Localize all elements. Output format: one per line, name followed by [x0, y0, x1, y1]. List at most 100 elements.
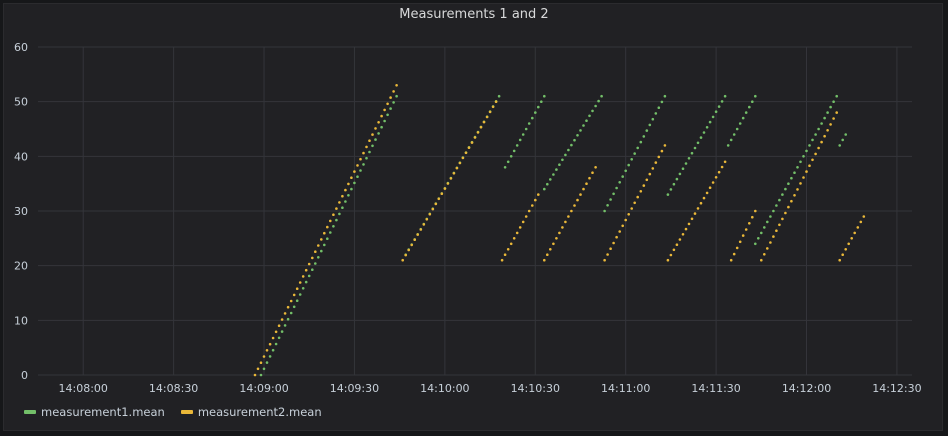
data-point: [431, 207, 435, 211]
data-point: [775, 229, 778, 232]
series-1: [259, 94, 847, 377]
data-point: [449, 177, 453, 180]
data-point: [380, 125, 383, 129]
data-point: [702, 131, 706, 134]
data-point: [268, 355, 272, 358]
data-point: [289, 299, 293, 303]
data-point: [419, 228, 423, 231]
data-point: [793, 171, 796, 174]
data-point: [503, 166, 507, 169]
data-point: [440, 192, 444, 195]
data-point: [386, 113, 389, 117]
legend-item-measurement1[interactable]: measurement1.mean: [24, 405, 165, 419]
data-point: [787, 182, 790, 185]
data-point: [817, 127, 820, 131]
data-point: [624, 218, 627, 222]
data-point: [847, 242, 850, 246]
data-point: [723, 160, 727, 164]
data-point: [362, 151, 365, 155]
data-point: [311, 268, 314, 272]
data-point: [467, 146, 471, 149]
data-point: [751, 100, 754, 103]
data-point: [389, 107, 392, 110]
x-tick-label: 14:09:00: [239, 382, 288, 395]
data-point: [726, 144, 730, 147]
data-point: [359, 157, 362, 161]
data-point: [799, 182, 802, 185]
data-point: [630, 207, 633, 210]
data-point: [344, 200, 347, 203]
data-point: [808, 144, 811, 147]
data-point: [814, 152, 817, 156]
data-point: [573, 138, 576, 142]
data-point: [365, 156, 368, 160]
data-point: [642, 184, 646, 187]
data-point: [521, 133, 525, 136]
data-point: [311, 256, 314, 260]
data-point: [603, 209, 606, 213]
data-point: [741, 116, 745, 120]
data-point: [660, 149, 664, 153]
data-point: [518, 138, 522, 142]
data-point: [521, 220, 525, 224]
legend-item-measurement2[interactable]: measurement2.mean: [180, 405, 322, 419]
data-point: [540, 100, 543, 103]
data-point: [428, 212, 432, 216]
data-point: [636, 195, 639, 199]
data-point: [796, 188, 799, 191]
data-point: [464, 151, 468, 155]
data-point: [482, 120, 486, 124]
data-point: [341, 194, 344, 198]
data-point: [754, 242, 757, 246]
data-point: [558, 163, 561, 166]
data-point: [359, 169, 362, 172]
data-point: [259, 373, 263, 377]
data-point: [524, 127, 528, 131]
data-point: [518, 226, 522, 229]
legend-swatch-measurement1: [24, 410, 36, 414]
data-point: [292, 293, 296, 297]
data-point: [527, 209, 531, 213]
data-point: [549, 178, 552, 181]
data-point: [262, 355, 266, 358]
data-point: [573, 204, 576, 207]
data-point: [377, 121, 380, 124]
data-point: [353, 181, 356, 185]
data-point: [527, 122, 531, 125]
data-point: [329, 219, 332, 223]
grid: [38, 46, 912, 376]
data-point: [437, 197, 441, 201]
data-point: [268, 342, 272, 346]
data-point: [265, 349, 269, 352]
data-point: [552, 173, 555, 176]
data-point: [280, 330, 284, 333]
data-point: [684, 227, 688, 231]
y-tick-label: 0: [21, 369, 28, 382]
data-point: [808, 164, 811, 167]
data-point: [416, 233, 420, 236]
data-point: [410, 243, 414, 247]
data-point: [341, 206, 344, 209]
data-point: [259, 361, 263, 365]
data-point: [820, 122, 823, 125]
data-point: [347, 182, 350, 186]
panel-title[interactable]: Measurements 1 and 2: [399, 7, 549, 22]
data-point: [543, 258, 546, 262]
data-point: [820, 140, 823, 144]
x-tick-label: 14:08:30: [149, 382, 198, 395]
data-point: [353, 170, 356, 173]
data-point: [377, 132, 380, 135]
data-point: [320, 249, 323, 253]
data-point: [576, 134, 579, 137]
data-point: [844, 248, 847, 251]
data-point: [434, 202, 438, 206]
data-point: [645, 178, 649, 182]
data-point: [805, 170, 808, 173]
data-point: [383, 119, 386, 123]
data-point: [696, 207, 700, 210]
data-point: [826, 129, 829, 132]
data-point: [304, 268, 308, 272]
data-point: [717, 170, 721, 174]
data-point: [304, 280, 308, 284]
